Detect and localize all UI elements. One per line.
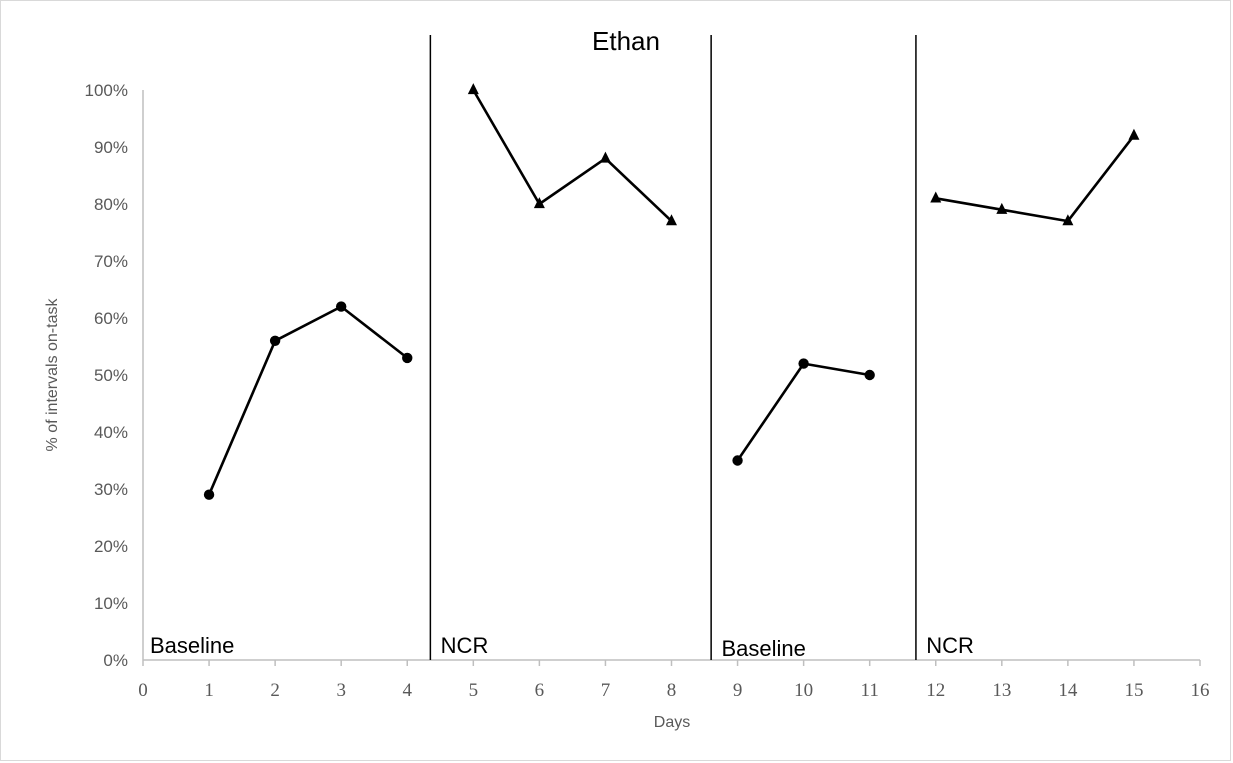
x-tick-label: 6 [535, 680, 545, 701]
data-point [203, 489, 215, 500]
data-point [269, 335, 281, 346]
x-tick-label: 4 [403, 680, 413, 701]
y-tick-label: 20% [94, 537, 128, 556]
phase-label: Baseline [721, 636, 805, 661]
series-line [935, 134, 1135, 223]
y-tick-label: 90% [94, 138, 128, 157]
data-point [930, 191, 942, 203]
data-point [533, 197, 545, 209]
data-point [864, 369, 875, 381]
x-tick-label: 8 [667, 680, 677, 701]
series-line [472, 89, 673, 223]
series-line [207, 305, 409, 496]
x-tick-label: 2 [270, 680, 280, 701]
y-tick-label: 70% [94, 252, 128, 271]
x-tick-label: 12 [926, 680, 945, 701]
data-point [335, 301, 347, 312]
x-tick-label: 9 [733, 680, 743, 701]
data-point [732, 455, 743, 466]
x-tick-labels: 0 1 2 3 4 5 6 7 8 9 10 11 12 13 14 15 16 [138, 660, 1210, 701]
data-point [798, 358, 809, 369]
phase-change-lines [429, 35, 917, 660]
data-series [203, 83, 1140, 500]
data-point [1062, 214, 1074, 226]
x-tick-label: 0 [138, 680, 148, 701]
phase-label: Baseline [150, 633, 234, 658]
data-point [996, 202, 1008, 214]
y-axis-label: % of intervals on-task [44, 298, 61, 452]
x-tick-label: 5 [469, 680, 479, 701]
y-tick-label: 50% [94, 366, 128, 385]
x-tick-label: 13 [992, 680, 1011, 701]
x-tick-label: 1 [204, 680, 214, 701]
x-tick-label: 10 [794, 680, 813, 701]
phase-label: NCR [926, 633, 974, 658]
x-tick-label: 11 [861, 680, 879, 701]
data-point [467, 83, 479, 95]
chart-title: Ethan [592, 26, 660, 56]
x-tick-label: 3 [336, 680, 346, 701]
x-axis-label: Days [654, 714, 690, 731]
y-tick-label: 100% [85, 81, 128, 100]
y-tick-label: 80% [94, 195, 128, 214]
phase-label: NCR [441, 633, 489, 658]
data-point [599, 151, 611, 163]
series-line [736, 362, 870, 462]
phase-labels: Baseline NCR Baseline NCR [150, 633, 974, 661]
y-tick-label: 10% [94, 594, 128, 613]
y-tick-labels: 0% 10% 20% 30% 40% 50% 60% 70% 80% 90% 100% [85, 81, 128, 670]
y-tick-label: 30% [94, 480, 128, 499]
x-tick-label: 15 [1124, 680, 1143, 701]
y-tick-label: 40% [94, 423, 128, 442]
data-point [1128, 128, 1140, 140]
y-tick-label: 60% [94, 309, 128, 328]
data-point [402, 352, 413, 364]
x-tick-label: 7 [601, 680, 611, 701]
x-tick-label: 14 [1058, 680, 1078, 701]
y-tick-label: 0% [103, 651, 128, 670]
data-point [666, 214, 677, 226]
x-tick-label: 16 [1191, 680, 1210, 701]
